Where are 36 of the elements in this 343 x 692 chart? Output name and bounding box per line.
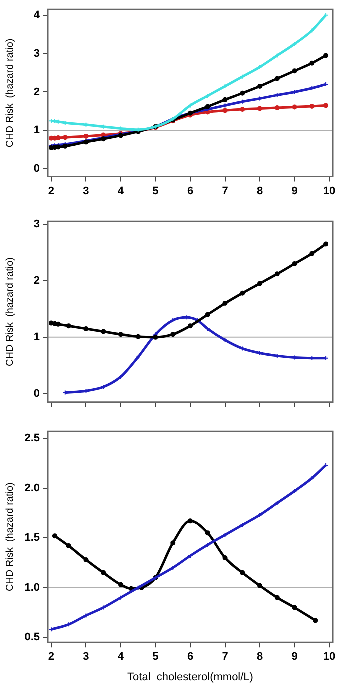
y-tick-label: 0.5 (24, 632, 40, 644)
y-tick-label: 2.0 (24, 482, 40, 494)
y-axis-title: CHD Risk (hazard ratio) (4, 38, 16, 148)
y-tick-label: 3 (34, 48, 40, 60)
x-tick-label: 10 (323, 651, 336, 664)
x-tick-label: 8 (256, 651, 264, 664)
y-tick-label: 3 (34, 218, 40, 230)
y-tick-label: 1.5 (24, 532, 40, 544)
y-tick-label: 2.5 (24, 432, 40, 445)
y-tick-label: 1 (34, 124, 40, 137)
y-tick-label: 4 (34, 9, 41, 22)
x-tick-label: 8 (256, 185, 264, 198)
x-tick-label: 4 (118, 185, 125, 198)
x-tick-label: 3 (83, 651, 90, 664)
x-tick-label: 6 (187, 185, 194, 198)
x-tick-label: 7 (222, 651, 228, 664)
x-tick-label: 4 (118, 651, 125, 664)
y-tick-label: 2 (34, 274, 40, 287)
x-tick-label: 3 (83, 185, 90, 198)
y-tick-label: 0 (34, 388, 40, 400)
y-tick-label: 2 (34, 86, 40, 98)
x-tick-label: 5 (152, 185, 159, 198)
x-tick-label: 6 (187, 651, 194, 664)
y-axis-title: CHD Risk (hazard ratio) (4, 482, 16, 592)
x-tick-label: 7 (222, 185, 228, 198)
x-tick-label: 5 (152, 651, 159, 664)
x-tick-label: 2 (48, 651, 55, 664)
x-tick-label: 9 (292, 185, 298, 198)
x-tick-label: 9 (292, 651, 298, 664)
x-tick-label: 10 (323, 185, 336, 198)
x-tick-label: 2 (48, 185, 55, 198)
y-axis-title: CHD Risk (hazard ratio) (4, 258, 16, 366)
x-axis-title: Total cholesterol(mmol/L) (128, 671, 254, 684)
y-tick-label: 1.0 (24, 582, 40, 594)
y-tick-label: 1 (34, 331, 40, 344)
y-tick-label: 0 (34, 163, 40, 176)
